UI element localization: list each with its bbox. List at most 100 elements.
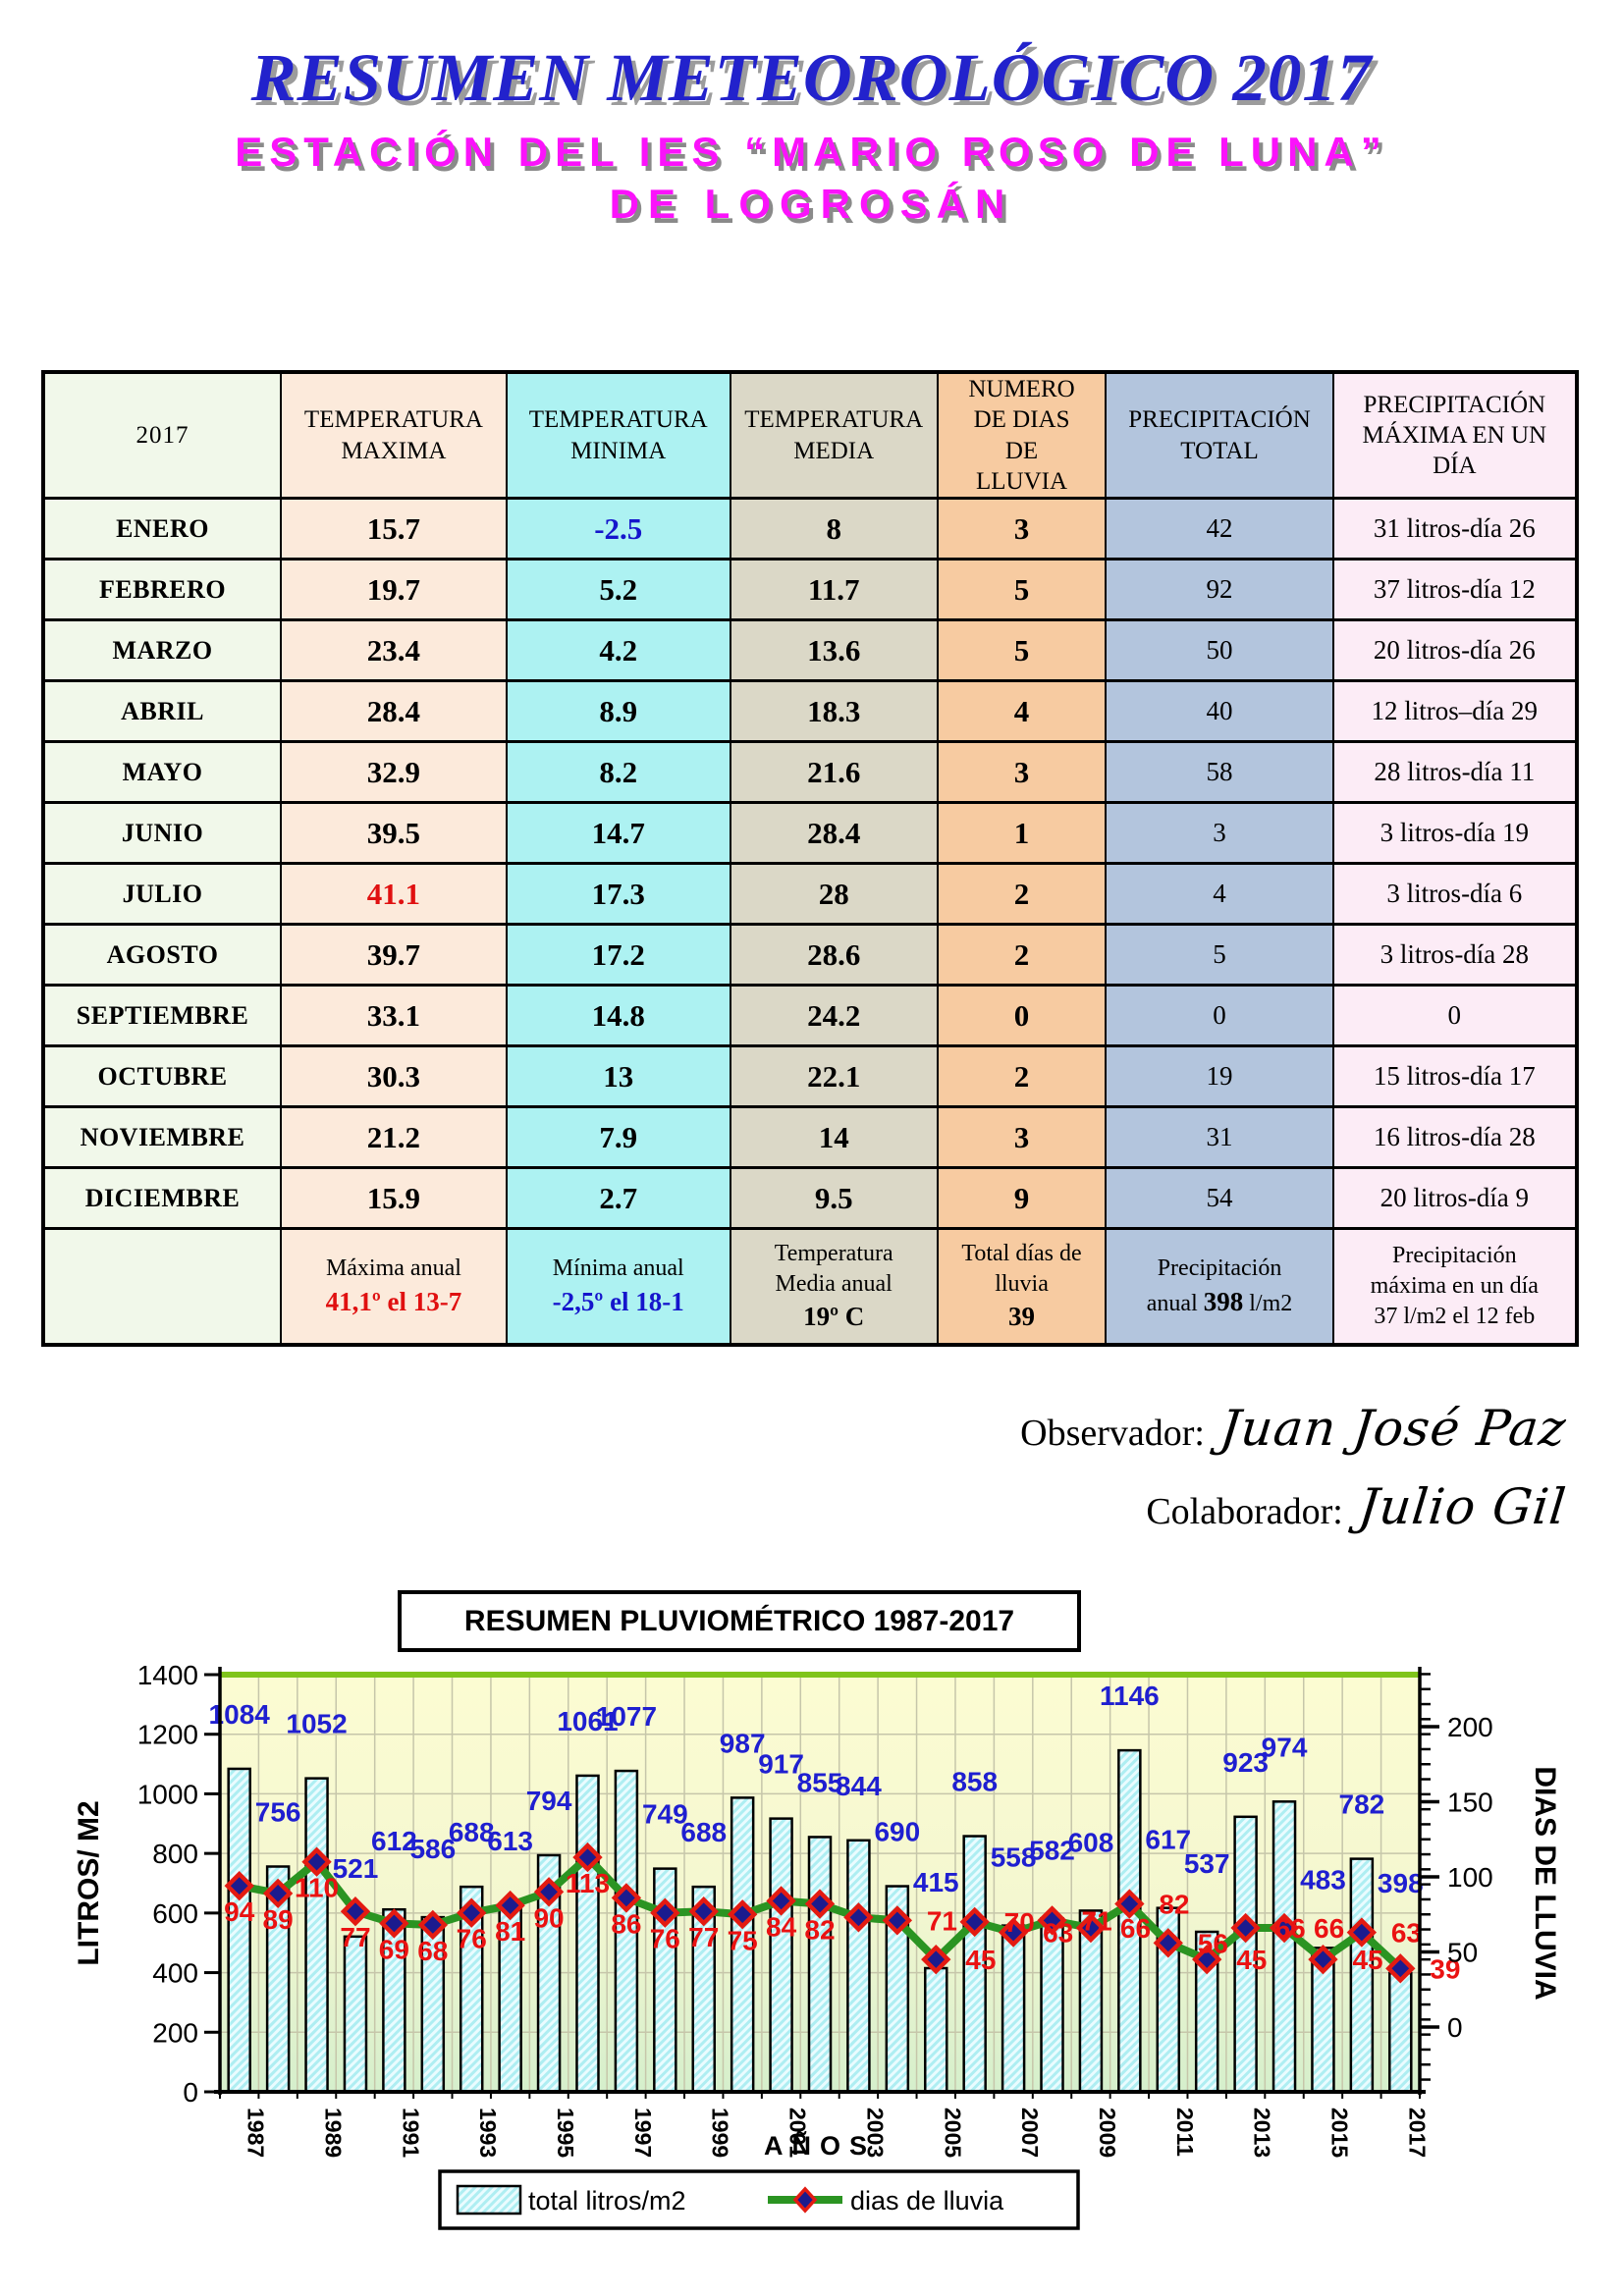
- day-label-1993: 76: [457, 1924, 487, 1954]
- temp-max-cell: 32.9: [280, 740, 508, 804]
- day-label-2005: 45: [965, 1945, 996, 1975]
- dias-lluvia-cell: 3: [936, 497, 1108, 561]
- day-label-1995: 90: [533, 1902, 564, 1933]
- month-cell: FEBRERO: [41, 558, 283, 621]
- station-subtitle: ESTACIÓN DEL IES “MARIO ROSO DE LUNA”: [235, 129, 1388, 175]
- col-header-precip-max: PRECIPITACIÓN MÁXIMA EN UN DÍA: [1331, 371, 1579, 500]
- bar-label-1987: 1084: [209, 1699, 271, 1730]
- col-header-dias-lluvia: NUMERO DE DIAS DE LLUVIA: [936, 371, 1108, 500]
- bar-label-2008: 582: [1029, 1835, 1075, 1865]
- bar-label-2003: 844: [836, 1771, 882, 1801]
- temp-min-cell: 14.8: [505, 984, 731, 1047]
- day-label-1988: 89: [263, 1904, 294, 1935]
- page-title: RESUMEN METEOROLÓGICO 2017: [250, 40, 1373, 115]
- precip-max-anual-text: Precipitación máxima en un día 37 l/m2 e…: [1370, 1242, 1539, 1330]
- bar-label-2007: 558: [991, 1842, 1037, 1873]
- diamond-marker-2012: [1192, 1944, 1222, 1975]
- day-label-2013: 66: [1275, 1913, 1306, 1944]
- colaborador-label: Colaborador:: [1146, 1491, 1343, 1532]
- temp-min-cell: 4.2: [505, 618, 731, 682]
- day-label-2004: 71: [927, 1905, 957, 1936]
- month-cell: SEPTIEMBRE: [41, 984, 283, 1047]
- precip-total-cell: 31: [1105, 1105, 1334, 1169]
- left-tick-800: 800: [152, 1839, 198, 1869]
- diamond-marker-2014: [1269, 1912, 1300, 1944]
- right-axis-title: DIAS DE LLUVIA: [1529, 1766, 1561, 2000]
- left-tick-1400: 1400: [137, 1660, 198, 1690]
- table-header-row: 2017 TEMPERATURA MAXIMA TEMPERATURA MINI…: [41, 371, 1579, 500]
- dias-lluvia-cell: 3: [936, 1105, 1108, 1169]
- table-row: JULIO 41.1 17.3 28 2 4 3 litros-día 6: [41, 862, 1579, 926]
- right-tick-100: 100: [1447, 1862, 1493, 1893]
- summary-precip-max-cell: Precipitación máxima en un día 37 l/m2 e…: [1331, 1227, 1579, 1346]
- year-label-2017: 2017: [1404, 2108, 1430, 2158]
- diamond-marker-1998: [650, 1897, 680, 1928]
- summary-media-cell: Temperatura Media anual 19º C: [729, 1227, 939, 1346]
- day-label-1996: 113: [566, 1868, 610, 1898]
- left-tick-600: 600: [152, 1898, 198, 1929]
- diamond-marker-1988: [262, 1878, 294, 1909]
- precip-max-cell: 31 litros-día 26: [1331, 497, 1579, 561]
- dias-lluvia-cell: 9: [936, 1166, 1108, 1230]
- year-label-1989: 1989: [321, 2108, 347, 2158]
- bar-label-2006: 858: [951, 1767, 998, 1797]
- day-label-1992: 68: [417, 1936, 448, 1966]
- chart-title: RESUMEN PLUVIOMÉTRICO 1987-2017: [398, 1590, 1081, 1652]
- bar-1989: [304, 1777, 329, 2094]
- chart-legend: total litros/m2 dias de lluvia: [438, 2169, 1080, 2230]
- temp-max-cell: 28.4: [280, 679, 508, 743]
- bar-2001: [769, 1817, 793, 2094]
- summary-dias-cell: Total días de lluvia 39: [936, 1227, 1108, 1346]
- bar-label-1993: 688: [449, 1817, 495, 1847]
- legend-label-litros: total litros/m2: [528, 2186, 686, 2216]
- year-label-2007: 2007: [1017, 2108, 1043, 2158]
- total-dias-value: 39: [1008, 1302, 1036, 1332]
- diamond-marker-2011: [1153, 1928, 1183, 1958]
- diamond-marker-2009: [1075, 1912, 1107, 1944]
- day-label-1998: 76: [650, 1924, 680, 1954]
- bar-1990: [343, 1935, 368, 2094]
- right-tick-50: 50: [1447, 1938, 1478, 1968]
- year-label-1993: 1993: [475, 2108, 501, 2158]
- temp-max-cell: 15.7: [280, 497, 508, 561]
- legend-label-dias: dias de lluvia: [850, 2186, 1004, 2216]
- bar-2002: [807, 1836, 833, 2094]
- day-label-2008: 71: [1082, 1905, 1112, 1936]
- temp-min-cell: 17.3: [505, 862, 731, 926]
- temp-media-cell: 18.3: [729, 679, 939, 743]
- diamond-marker-2016: [1346, 1917, 1378, 1948]
- precip-max-cell: 3 litros-día 6: [1331, 862, 1579, 926]
- left-tick-0: 0: [183, 2077, 198, 2108]
- diamond-marker-1995: [533, 1877, 565, 1907]
- bar-2003: [846, 1839, 871, 2094]
- table-row: ABRIL 28.4 8.9 18.3 4 40 12 litros–día 29: [41, 679, 1579, 743]
- diamond-marker-1991: [379, 1908, 409, 1939]
- precip-max-cell: 28 litros-día 11: [1331, 740, 1579, 804]
- table-row: FEBRERO 19.7 5.2 11.7 5 92 37 litros-día 12: [41, 558, 1579, 621]
- precip-max-cell: 0: [1331, 984, 1579, 1047]
- precip-max-cell: 3 litros-día 28: [1331, 923, 1579, 987]
- observador-signature: Juan José Paz: [1217, 1400, 1570, 1457]
- temp-max-cell: 23.4: [280, 618, 508, 682]
- precip-total-cell: 58: [1105, 740, 1334, 804]
- bar-2016: [1349, 1857, 1375, 2094]
- bar-label-1991: 612: [371, 1826, 417, 1856]
- temp-media-cell: 11.7: [729, 558, 939, 621]
- bar-label-2000: 987: [720, 1728, 766, 1758]
- dias-lluvia-cell: 0: [936, 984, 1108, 1047]
- bar-value-labels: 1084756105252161258668861379410611077749…: [209, 1681, 1424, 1898]
- diamond-marker-1997: [611, 1883, 642, 1913]
- year-label-2001: 2001: [785, 2108, 811, 2158]
- bar-label-2004: 690: [874, 1817, 920, 1847]
- bar-label-2011: 617: [1145, 1825, 1191, 1855]
- precip-total-cell: 42: [1105, 497, 1334, 561]
- bar-label-2013: 923: [1222, 1747, 1269, 1778]
- bar-label-2016: 782: [1339, 1789, 1385, 1820]
- temp-min-cell: 13: [505, 1044, 731, 1108]
- bar-label-2015: 483: [1300, 1864, 1346, 1895]
- observador-line: Observador: Juan José Paz: [1020, 1400, 1570, 1457]
- monthly-weather-table: 2017 TEMPERATURA MAXIMA TEMPERATURA MINI…: [41, 370, 1579, 1347]
- day-label-2014: 66: [1314, 1913, 1344, 1944]
- year-label-2015: 2015: [1326, 2108, 1352, 2158]
- dias-lluvia-cell: 5: [936, 558, 1108, 621]
